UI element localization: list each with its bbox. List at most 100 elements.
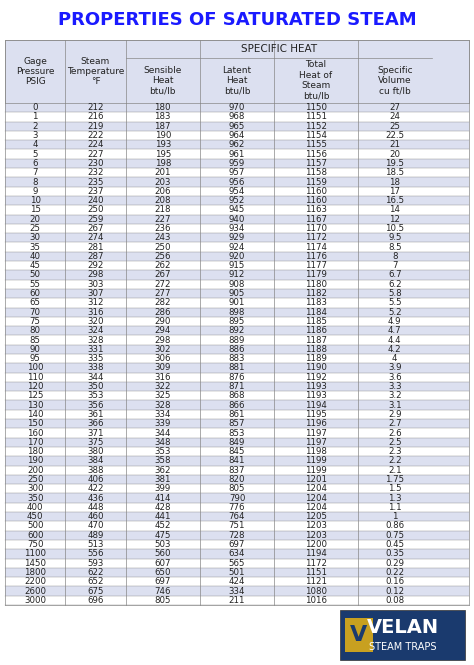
Text: 2200: 2200 [24,577,46,587]
Text: 1183: 1183 [305,299,327,307]
Text: 309: 309 [155,364,171,372]
Text: 224: 224 [87,140,104,150]
Text: 441: 441 [155,512,171,521]
Text: 2.5: 2.5 [388,438,401,447]
Text: 837: 837 [229,465,245,475]
Text: 1176: 1176 [305,252,327,261]
Text: 1205: 1205 [305,512,327,521]
Text: 180: 180 [155,103,171,112]
Text: 350: 350 [87,382,104,391]
Text: 250: 250 [27,475,44,484]
Text: 1198: 1198 [305,447,327,456]
Text: 945: 945 [229,205,245,214]
Text: 6: 6 [32,159,38,168]
Text: 212: 212 [87,103,104,112]
Text: 805: 805 [155,596,171,605]
Bar [5,243,469,252]
Text: 243: 243 [155,233,171,242]
Bar [5,122,469,131]
Text: 1.3: 1.3 [388,493,401,503]
Text: 3.3: 3.3 [388,382,401,391]
Text: 924: 924 [229,243,245,251]
Text: 881: 881 [229,364,245,372]
Text: 353: 353 [155,447,171,456]
Text: 10.5: 10.5 [385,224,404,233]
Text: 201: 201 [155,168,171,177]
Bar [340,610,465,660]
Text: 501: 501 [229,568,245,577]
Text: 24: 24 [389,112,400,122]
Text: 227: 227 [155,215,171,223]
Text: 805: 805 [229,484,245,493]
Bar [5,271,469,279]
Text: 2.9: 2.9 [388,410,401,419]
Text: 1121: 1121 [305,577,327,587]
Bar [5,233,469,243]
Text: 3: 3 [32,131,38,140]
Text: 5.5: 5.5 [388,299,401,307]
Bar [5,150,469,159]
Text: Steam
Temperature
°F: Steam Temperature °F [67,57,124,86]
Text: 1.5: 1.5 [388,484,401,493]
Text: 1203: 1203 [305,521,327,531]
Text: 350: 350 [27,493,44,503]
Text: 2.3: 2.3 [388,447,401,456]
Text: 728: 728 [229,531,245,540]
Text: 422: 422 [87,484,104,493]
Text: 1204: 1204 [305,493,327,503]
Text: 4.4: 4.4 [388,336,401,344]
Text: 952: 952 [229,196,245,205]
Text: 120: 120 [27,382,44,391]
Text: 10: 10 [30,196,41,205]
Text: 272: 272 [155,280,171,289]
Text: 0.16: 0.16 [385,577,404,587]
Text: 898: 898 [229,308,245,317]
Text: 5: 5 [32,150,38,159]
Bar [5,215,469,224]
Text: 1154: 1154 [305,131,327,140]
Text: 1: 1 [32,112,38,122]
Text: 1151: 1151 [305,568,327,577]
Text: 1159: 1159 [305,178,327,186]
Text: 1172: 1172 [305,559,327,568]
Text: 328: 328 [87,336,104,344]
Text: 338: 338 [87,364,104,372]
Text: 1199: 1199 [305,456,327,466]
Text: 1189: 1189 [305,354,327,363]
Text: 929: 929 [229,233,245,242]
Text: 1193: 1193 [305,382,327,391]
Text: 565: 565 [229,559,245,568]
Text: 1204: 1204 [305,484,327,493]
Text: 1177: 1177 [305,261,327,270]
Text: 381: 381 [155,475,171,484]
Text: 750: 750 [27,540,44,549]
Text: 1156: 1156 [305,150,327,159]
Text: 237: 237 [87,187,104,196]
Text: 2.1: 2.1 [388,465,401,475]
Text: 15: 15 [30,205,41,214]
Text: 1163: 1163 [305,205,327,214]
Text: 450: 450 [27,512,44,521]
Text: 961: 961 [229,150,245,159]
Bar [5,568,469,577]
Text: 8: 8 [392,252,398,261]
Text: 150: 150 [27,419,44,428]
Text: 500: 500 [27,521,44,531]
Text: 970: 970 [229,103,245,112]
Bar [5,549,469,559]
Text: 219: 219 [87,122,104,131]
Text: 282: 282 [155,299,171,307]
Text: 1204: 1204 [305,503,327,512]
Text: 294: 294 [155,327,171,335]
Text: 841: 841 [229,456,245,466]
Text: 206: 206 [155,187,171,196]
Text: 344: 344 [87,373,104,382]
Bar [5,279,469,289]
Text: 324: 324 [87,327,104,335]
Text: 281: 281 [87,243,104,251]
Text: 868: 868 [229,391,245,400]
Bar [5,289,469,298]
Text: 290: 290 [155,317,171,326]
Text: 17: 17 [389,187,400,196]
Text: 1187: 1187 [305,336,327,344]
